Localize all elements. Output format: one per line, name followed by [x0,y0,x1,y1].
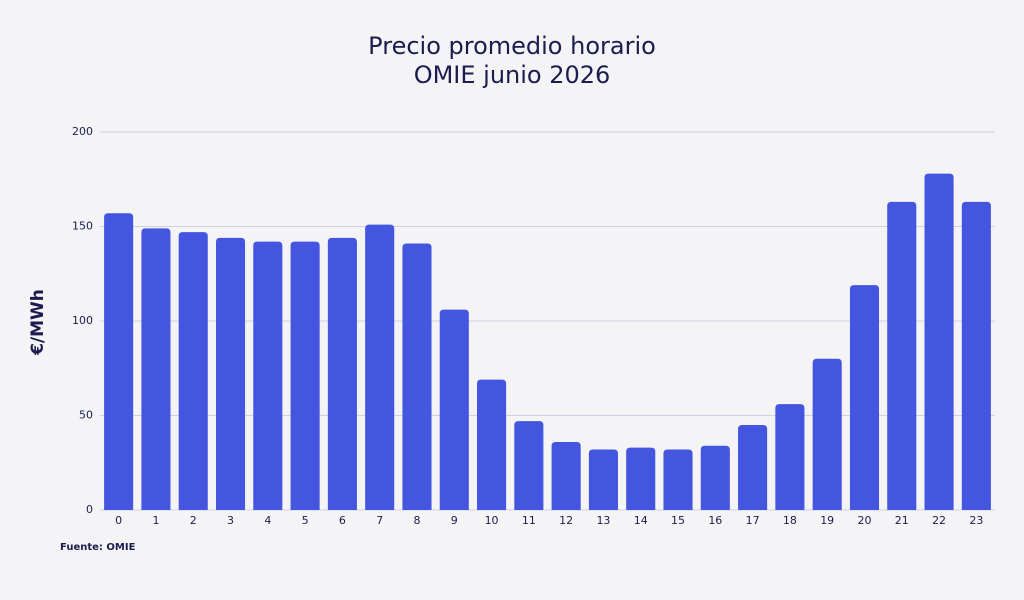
source-note: Fuente: OMIE [60,542,136,553]
bar [738,424,768,510]
bar [812,358,842,510]
bar [588,449,618,510]
bar [626,447,656,510]
bar [551,441,581,510]
y-tick-label: 0 [86,503,93,516]
bar [253,241,283,510]
x-tick-label: 6 [339,514,346,527]
bar [887,201,917,510]
x-tick-label: 13 [596,514,610,527]
bar [178,232,208,511]
x-tick-label: 19 [820,514,834,527]
bar [327,237,357,510]
y-axis-label: €/MWh [28,289,48,356]
x-tick-label: 15 [671,514,685,527]
y-tick-label: 100 [72,314,93,327]
x-tick-label: 7 [376,514,383,527]
bar [290,241,320,510]
chart-title: Precio promedio horario [368,32,656,60]
x-tick-label: 2 [190,514,197,527]
x-tick-label: 9 [451,514,458,527]
x-tick-label: 18 [783,514,797,527]
bar [477,379,507,510]
x-tick-label: 16 [708,514,722,527]
x-tick-label: 20 [857,514,871,527]
x-tick-label: 0 [115,514,122,527]
bar [700,445,730,510]
y-tick-label: 150 [72,220,93,233]
x-tick-label: 10 [485,514,499,527]
x-tick-label: 12 [559,514,573,527]
bar [775,404,805,510]
bar [365,224,395,511]
bar [924,173,954,510]
y-tick-label: 200 [72,125,93,138]
bar [514,421,544,510]
x-tick-label: 23 [969,514,983,527]
x-tick-label: 17 [746,514,760,527]
bar [402,243,432,510]
bar [141,228,171,510]
x-tick-label: 5 [302,514,309,527]
x-tick-label: 1 [152,514,159,527]
bar [439,309,469,510]
x-tick-label: 14 [634,514,648,527]
y-tick-label: 50 [79,409,93,422]
x-tick-label: 21 [895,514,909,527]
bar [849,285,880,510]
bar [663,449,693,510]
x-tick-label: 11 [522,514,536,527]
bar [961,201,991,510]
bar [215,237,246,510]
x-tick-label: 4 [264,514,271,527]
x-tick-label: 22 [932,514,946,527]
x-tick-label: 8 [413,514,420,527]
chart-title: OMIE junio 2026 [414,61,611,89]
x-tick-label: 3 [227,514,234,527]
bar [104,213,134,510]
